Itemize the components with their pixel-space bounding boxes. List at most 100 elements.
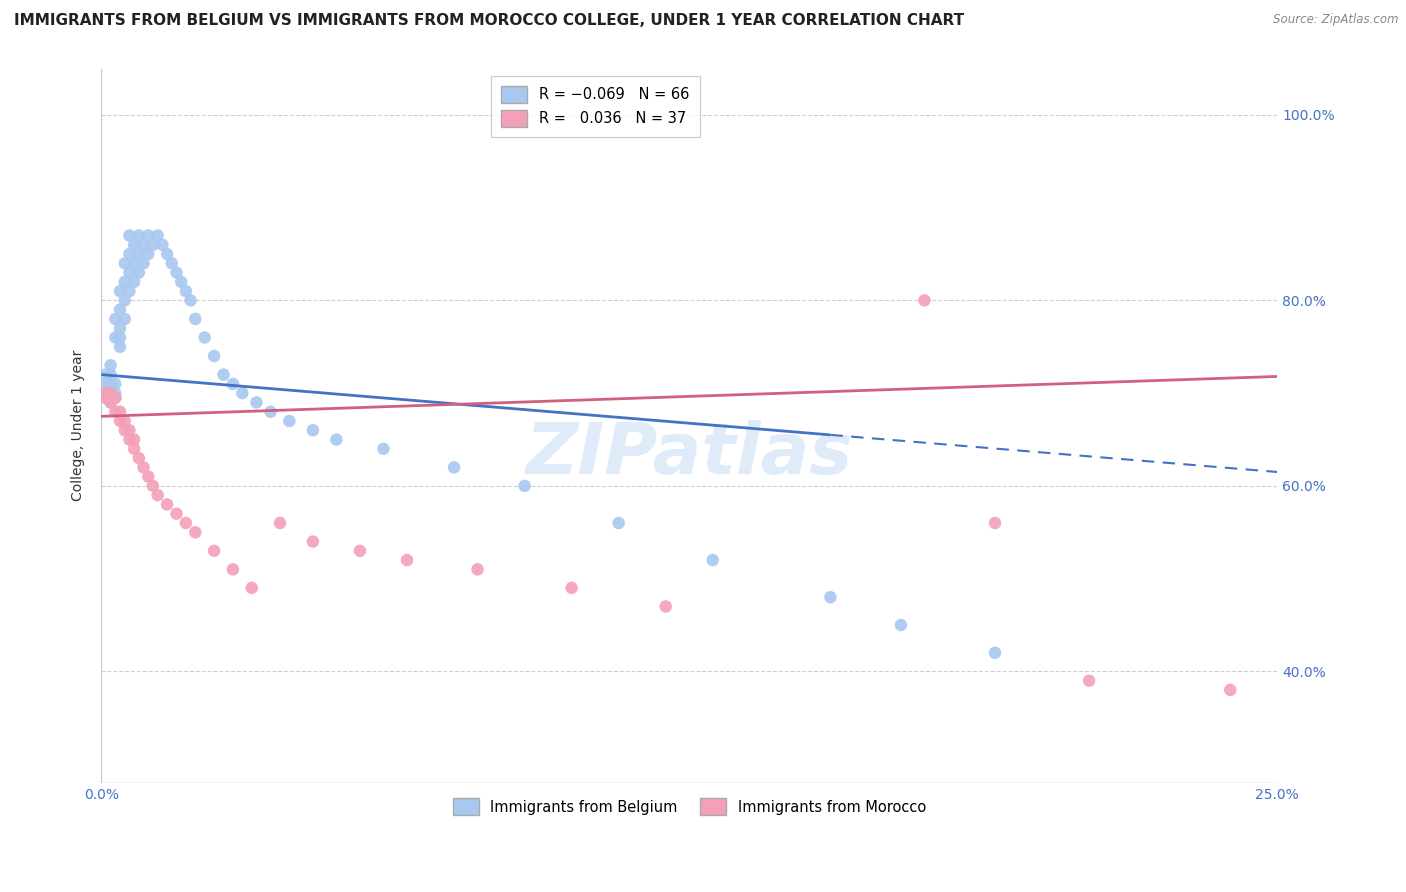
Point	[136, 469, 159, 483]
Point	[118, 228, 141, 243]
Point	[100, 386, 122, 401]
Point	[302, 423, 325, 437]
Point	[890, 618, 912, 632]
Point	[94, 368, 117, 382]
Point	[325, 433, 347, 447]
Point	[114, 293, 136, 308]
Point	[231, 386, 253, 401]
Point	[104, 312, 127, 326]
Point	[108, 302, 131, 317]
Point	[170, 275, 193, 289]
Point	[104, 391, 127, 405]
Point	[108, 330, 131, 344]
Point	[150, 237, 173, 252]
Point	[104, 376, 127, 391]
Point	[100, 376, 122, 391]
Point	[118, 423, 141, 437]
Point	[132, 460, 155, 475]
Point	[184, 312, 207, 326]
Point	[1078, 673, 1101, 688]
Point	[122, 433, 145, 447]
Point	[104, 405, 127, 419]
Point	[108, 321, 131, 335]
Point	[443, 460, 465, 475]
Point	[100, 395, 122, 409]
Point	[1219, 682, 1241, 697]
Point	[142, 237, 165, 252]
Point	[702, 553, 724, 567]
Point	[269, 516, 291, 530]
Point	[820, 590, 842, 604]
Point	[114, 414, 136, 428]
Point	[108, 340, 131, 354]
Y-axis label: College, Under 1 year: College, Under 1 year	[72, 350, 86, 501]
Point	[108, 405, 131, 419]
Point	[94, 391, 117, 405]
Point	[561, 581, 583, 595]
Point	[100, 359, 122, 373]
Point	[984, 516, 1007, 530]
Legend: Immigrants from Belgium, Immigrants from Morocco: Immigrants from Belgium, Immigrants from…	[443, 789, 936, 825]
Point	[202, 349, 225, 363]
Point	[146, 488, 169, 502]
Point	[104, 330, 127, 344]
Point	[259, 405, 281, 419]
Point	[104, 391, 127, 405]
Point	[122, 237, 145, 252]
Point	[278, 414, 301, 428]
Point	[180, 293, 202, 308]
Point	[128, 451, 150, 466]
Point	[114, 423, 136, 437]
Point	[100, 395, 122, 409]
Point	[184, 525, 207, 540]
Point	[160, 256, 183, 270]
Point	[94, 386, 117, 401]
Point	[166, 266, 188, 280]
Point	[118, 266, 141, 280]
Text: Source: ZipAtlas.com: Source: ZipAtlas.com	[1274, 13, 1399, 27]
Point	[94, 391, 117, 405]
Text: IMMIGRANTS FROM BELGIUM VS IMMIGRANTS FROM MOROCCO COLLEGE, UNDER 1 YEAR CORRELA: IMMIGRANTS FROM BELGIUM VS IMMIGRANTS FR…	[14, 13, 965, 29]
Point	[302, 534, 325, 549]
Point	[132, 256, 155, 270]
Point	[156, 247, 179, 261]
Point	[212, 368, 235, 382]
Point	[108, 284, 131, 298]
Point	[118, 247, 141, 261]
Point	[114, 256, 136, 270]
Point	[114, 312, 136, 326]
Point	[654, 599, 676, 614]
Point	[194, 330, 217, 344]
Point	[108, 414, 131, 428]
Point	[222, 376, 245, 391]
Point	[122, 275, 145, 289]
Point	[122, 442, 145, 456]
Point	[914, 293, 936, 308]
Point	[118, 433, 141, 447]
Point	[373, 442, 395, 456]
Point	[132, 237, 155, 252]
Point	[104, 386, 127, 401]
Point	[395, 553, 418, 567]
Point	[202, 544, 225, 558]
Point	[118, 284, 141, 298]
Point	[136, 247, 159, 261]
Point	[984, 646, 1007, 660]
Point	[513, 479, 536, 493]
Point	[467, 562, 489, 576]
Text: ZIPatlas: ZIPatlas	[526, 419, 853, 489]
Point	[156, 498, 179, 512]
Point	[146, 228, 169, 243]
Point	[128, 266, 150, 280]
Point	[100, 368, 122, 382]
Point	[122, 256, 145, 270]
Point	[174, 284, 197, 298]
Point	[142, 479, 165, 493]
Point	[222, 562, 245, 576]
Point	[94, 376, 117, 391]
Point	[128, 228, 150, 243]
Point	[100, 391, 122, 405]
Point	[94, 386, 117, 401]
Point	[174, 516, 197, 530]
Point	[114, 275, 136, 289]
